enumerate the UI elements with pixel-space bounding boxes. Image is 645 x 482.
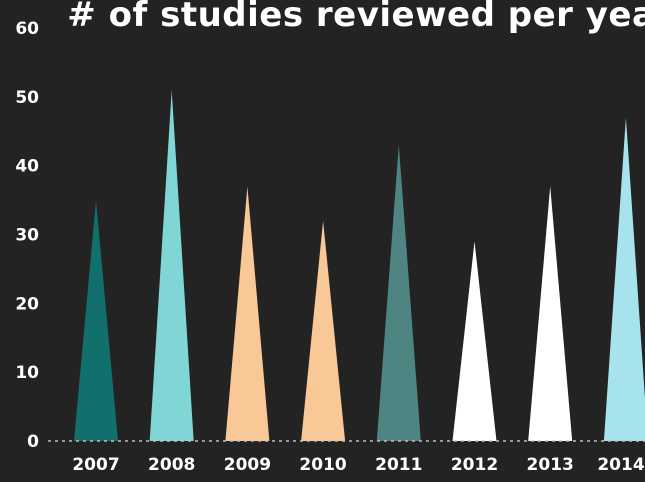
bar-2008 [149,89,194,441]
bar-2014 [603,117,645,441]
x-tick-label: 2012 [451,455,498,475]
bar-2007 [74,200,118,441]
x-tick-label: 2008 [148,455,195,475]
y-tick-label: 0 [27,432,39,452]
x-tick-label: 2007 [72,455,119,475]
bar-2010 [301,220,346,441]
y-axis: 0 10 20 30 40 50 60 [15,19,39,452]
x-tick-label: 2013 [527,455,574,475]
x-axis: 2007 2008 2009 2010 2011 2012 2013 2014 [72,455,644,475]
y-tick-label: 60 [15,19,39,39]
y-tick-label: 10 [15,363,39,383]
y-tick-label: 20 [15,294,39,314]
y-tick-label: 40 [15,157,39,177]
bars [74,89,645,441]
chart-title: # of studies reviewed per year [67,0,645,35]
bar-2013 [528,186,573,441]
x-tick-label: 2011 [375,455,422,475]
bar-2011 [376,145,421,441]
x-tick-label: 2009 [224,455,271,475]
bar-2012 [452,241,497,441]
x-tick-label: 2014 [597,455,644,475]
bar-2009 [225,186,270,441]
y-tick-label: 30 [15,226,39,246]
x-tick-label: 2010 [299,455,346,475]
y-tick-label: 50 [15,88,39,108]
